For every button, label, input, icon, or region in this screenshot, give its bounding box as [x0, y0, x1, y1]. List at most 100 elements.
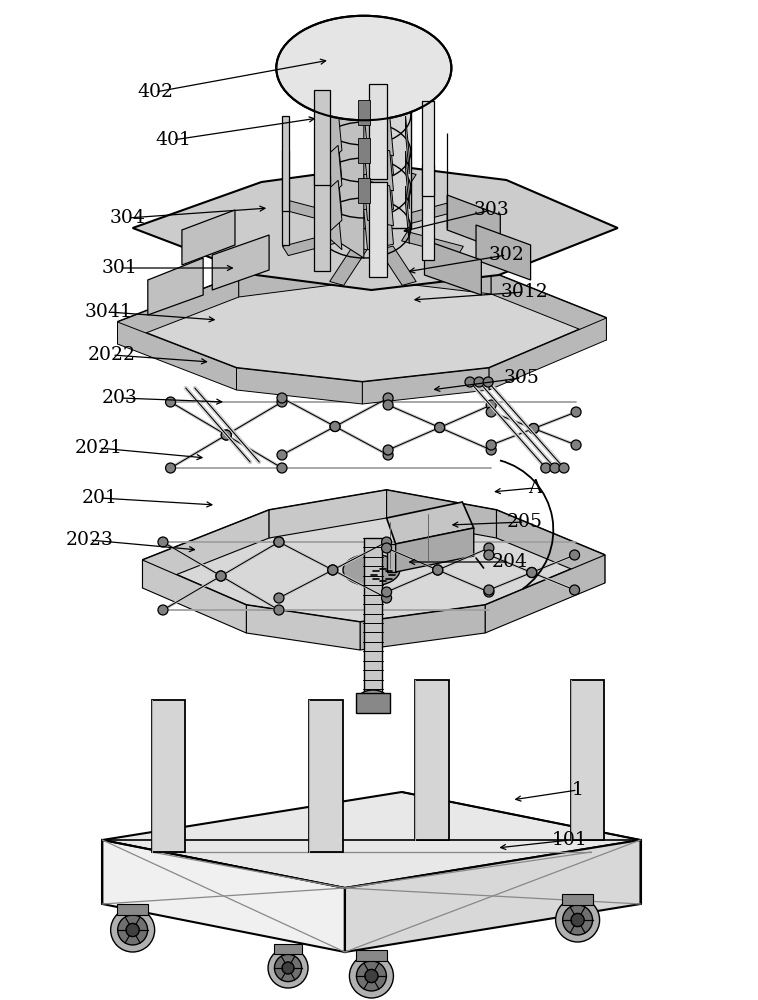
Circle shape	[433, 565, 443, 575]
Polygon shape	[315, 176, 330, 271]
Text: 2021: 2021	[74, 439, 123, 457]
Circle shape	[126, 923, 139, 937]
Polygon shape	[360, 605, 485, 650]
Text: 304: 304	[109, 209, 146, 227]
Polygon shape	[356, 693, 390, 713]
Circle shape	[571, 407, 581, 417]
Polygon shape	[364, 180, 393, 226]
Ellipse shape	[358, 690, 388, 710]
Polygon shape	[148, 258, 203, 315]
Circle shape	[484, 550, 494, 560]
Polygon shape	[379, 171, 416, 210]
Circle shape	[571, 913, 584, 927]
Circle shape	[486, 440, 496, 450]
Circle shape	[274, 605, 284, 615]
Polygon shape	[283, 150, 289, 245]
Circle shape	[540, 463, 551, 473]
Polygon shape	[358, 138, 370, 163]
Text: A: A	[528, 479, 541, 497]
Text: 203: 203	[102, 389, 138, 407]
Polygon shape	[364, 169, 393, 215]
Circle shape	[381, 593, 392, 603]
Polygon shape	[102, 792, 641, 888]
Circle shape	[550, 463, 560, 473]
Circle shape	[569, 585, 580, 595]
Text: 1: 1	[572, 781, 584, 799]
Circle shape	[277, 393, 287, 403]
Circle shape	[474, 377, 484, 387]
Circle shape	[571, 440, 581, 450]
Polygon shape	[489, 318, 606, 390]
Polygon shape	[447, 195, 500, 250]
Text: 303: 303	[473, 201, 509, 219]
Polygon shape	[379, 246, 416, 285]
Polygon shape	[415, 680, 449, 840]
Circle shape	[330, 422, 340, 432]
Text: 205: 205	[506, 513, 543, 531]
Polygon shape	[364, 538, 382, 708]
Polygon shape	[369, 84, 387, 179]
Circle shape	[484, 543, 494, 553]
Polygon shape	[309, 700, 343, 852]
Polygon shape	[424, 240, 481, 295]
Polygon shape	[236, 368, 362, 404]
Circle shape	[111, 908, 155, 952]
Text: 204: 204	[491, 553, 528, 571]
Polygon shape	[283, 232, 344, 256]
Circle shape	[356, 961, 387, 991]
Polygon shape	[182, 210, 235, 265]
Circle shape	[383, 393, 393, 403]
Ellipse shape	[343, 554, 400, 586]
Circle shape	[277, 463, 287, 473]
Circle shape	[158, 537, 168, 547]
Polygon shape	[371, 258, 491, 294]
Polygon shape	[485, 555, 605, 633]
Text: 101: 101	[552, 831, 588, 849]
Polygon shape	[322, 195, 342, 250]
Polygon shape	[143, 490, 605, 622]
Polygon shape	[396, 528, 474, 572]
Text: 305: 305	[503, 369, 540, 387]
Circle shape	[117, 915, 148, 945]
Circle shape	[165, 463, 176, 473]
Circle shape	[277, 450, 287, 460]
Polygon shape	[345, 840, 641, 952]
Circle shape	[349, 954, 393, 998]
Circle shape	[330, 422, 340, 432]
Circle shape	[433, 565, 443, 575]
Circle shape	[383, 400, 393, 410]
Circle shape	[282, 962, 294, 974]
Circle shape	[277, 397, 287, 407]
Polygon shape	[402, 232, 463, 256]
Ellipse shape	[276, 16, 452, 120]
Polygon shape	[422, 165, 434, 260]
Text: 3041: 3041	[85, 303, 132, 321]
Circle shape	[268, 948, 308, 988]
Circle shape	[484, 585, 494, 595]
Polygon shape	[406, 116, 409, 174]
Polygon shape	[322, 160, 342, 215]
Polygon shape	[387, 544, 396, 572]
Polygon shape	[322, 180, 342, 235]
Polygon shape	[283, 116, 289, 211]
Polygon shape	[133, 165, 618, 290]
Polygon shape	[369, 182, 387, 277]
Polygon shape	[269, 490, 387, 538]
Circle shape	[216, 571, 226, 581]
Circle shape	[486, 407, 496, 417]
Circle shape	[383, 450, 393, 460]
Polygon shape	[364, 134, 393, 180]
Circle shape	[221, 430, 231, 440]
Polygon shape	[317, 78, 364, 258]
Polygon shape	[317, 78, 411, 228]
Polygon shape	[387, 502, 474, 544]
Circle shape	[484, 587, 494, 597]
Circle shape	[274, 954, 302, 982]
Polygon shape	[496, 510, 605, 583]
Circle shape	[486, 400, 496, 410]
Polygon shape	[362, 368, 489, 404]
Polygon shape	[571, 680, 604, 840]
Polygon shape	[322, 110, 342, 165]
Text: 302: 302	[488, 246, 525, 264]
Circle shape	[158, 605, 168, 615]
